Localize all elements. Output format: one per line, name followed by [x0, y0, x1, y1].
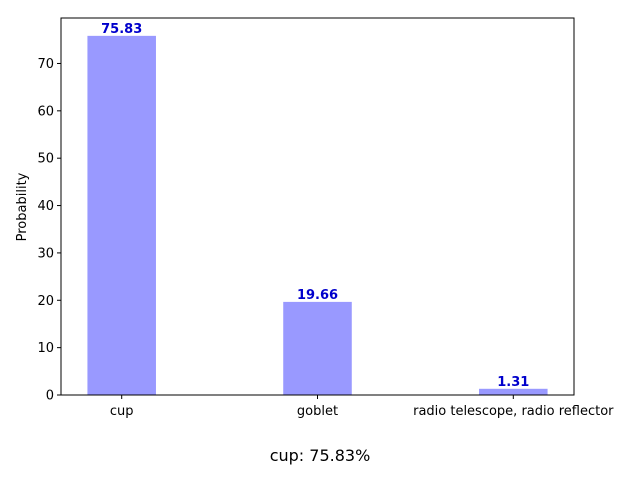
- y-tick-label-2: 20: [37, 294, 54, 309]
- data-labels-group: 75.83 19.66 1.31: [101, 22, 529, 390]
- y-tick-label-4: 40: [37, 199, 54, 214]
- y-axis: 0 10 20 30 40 50 60 70: [37, 57, 61, 404]
- data-label-2: 1.31: [497, 375, 529, 390]
- y-tick-label-1: 10: [37, 341, 54, 356]
- data-label-1: 19.66: [297, 288, 338, 303]
- data-label-0: 75.83: [101, 22, 142, 37]
- bar-2: [479, 388, 548, 395]
- y-tick-label-6: 60: [37, 104, 54, 119]
- y-tick-label-7: 70: [37, 57, 54, 72]
- bar-1: [283, 301, 352, 395]
- y-tick-label-0: 0: [46, 389, 54, 404]
- x-tick-label-1: goblet: [297, 404, 338, 419]
- x-tick-label-2: radio telescope, radio reflector: [413, 404, 614, 419]
- y-tick-label-3: 30: [37, 246, 54, 261]
- x-axis: cup goblet radio telescope, radio reflecto…: [110, 395, 614, 419]
- y-tick-label-5: 50: [37, 152, 54, 167]
- bars-group: [87, 35, 548, 395]
- y-axis-label: Probability: [15, 172, 30, 241]
- bar-0: [87, 35, 156, 395]
- x-tick-label-0: cup: [110, 404, 134, 419]
- prediction-caption: cup: 75.83%: [269, 446, 371, 465]
